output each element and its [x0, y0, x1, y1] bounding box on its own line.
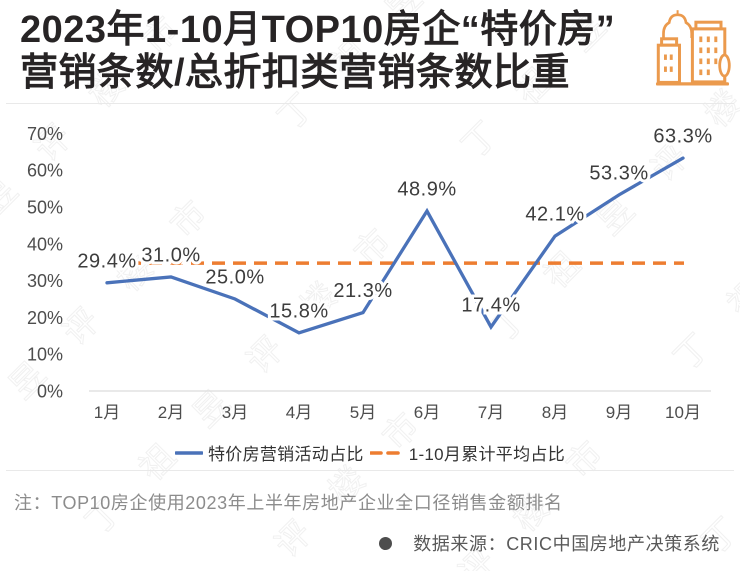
- line-chart: 0% 10% 20% 30% 40% 50% 60% 70% 1月 2月 3月 4月 5月 6月 7月 8月 9…: [27, 123, 715, 422]
- svg-text:2月: 2月: [158, 403, 184, 422]
- svg-text:6月: 6月: [414, 403, 440, 422]
- svg-text:15.8%: 15.8%: [269, 300, 328, 322]
- title-line-1: 2023年1-10月TOP10房企“特价房”: [20, 9, 616, 51]
- svg-text:0%: 0%: [37, 382, 63, 402]
- svg-text:9月: 9月: [606, 403, 632, 422]
- svg-text:1月: 1月: [94, 403, 120, 422]
- chart-legend: 特价房营销活动占比 1-10月累计平均占比: [0, 440, 740, 465]
- legend-label-series: 特价房营销活动占比: [207, 445, 364, 464]
- svg-text:25.0%: 25.0%: [205, 267, 264, 289]
- svg-text:10月: 10月: [665, 403, 701, 422]
- svg-text:40%: 40%: [27, 234, 63, 254]
- svg-text:7月: 7月: [478, 403, 504, 422]
- svg-text:5月: 5月: [350, 403, 376, 422]
- page-title: 2023年1-10月TOP10房企“特价房” 营销条数/总折扣类营销条数比重: [20, 9, 665, 95]
- svg-text:70%: 70%: [27, 124, 63, 144]
- legend-label-average: 1-10月累计平均占比: [408, 445, 566, 464]
- solid-line-swatch: [174, 450, 203, 455]
- bottom-divider-line: [6, 470, 734, 471]
- svg-text:10%: 10%: [27, 345, 63, 365]
- header: 2023年1-10月TOP10房企“特价房” 营销条数/总折扣类营销条数比重: [20, 9, 665, 95]
- data-source: 数据来源：CRIC中国房地产决策系统: [379, 530, 720, 556]
- svg-text:48.9%: 48.9%: [397, 179, 456, 201]
- svg-text:63.3%: 63.3%: [653, 126, 712, 148]
- svg-text:42.1%: 42.1%: [525, 204, 584, 226]
- circle-bullet-icon: [379, 536, 393, 550]
- top-divider-line: [6, 103, 734, 104]
- legend-item-average: 1-10月累计平均占比: [369, 440, 566, 465]
- svg-text:31.0%: 31.0%: [141, 244, 200, 266]
- footnote: 注：TOP10房企使用2023年上半年房地产企业全口径销售金额排名: [14, 493, 563, 513]
- svg-text:8月: 8月: [542, 403, 568, 422]
- svg-text:20%: 20%: [27, 308, 63, 328]
- svg-text:29.4%: 29.4%: [77, 250, 136, 272]
- svg-text:21.3%: 21.3%: [333, 280, 392, 302]
- data-source-text: 数据来源：CRIC中国房地产决策系统: [413, 534, 720, 554]
- svg-text:50%: 50%: [27, 198, 63, 218]
- svg-text:17.4%: 17.4%: [461, 294, 520, 316]
- svg-text:53.3%: 53.3%: [589, 162, 648, 184]
- svg-text:60%: 60%: [27, 161, 63, 181]
- svg-text:4月: 4月: [286, 403, 312, 422]
- buildings-icon: [656, 10, 731, 86]
- dashed-line-swatch: [369, 450, 404, 455]
- title-line-2: 营销条数/总折扣类营销条数比重: [20, 52, 571, 94]
- svg-text:30%: 30%: [27, 271, 63, 291]
- svg-text:3月: 3月: [222, 403, 248, 422]
- legend-item-series: 特价房营销活动占比: [174, 440, 364, 465]
